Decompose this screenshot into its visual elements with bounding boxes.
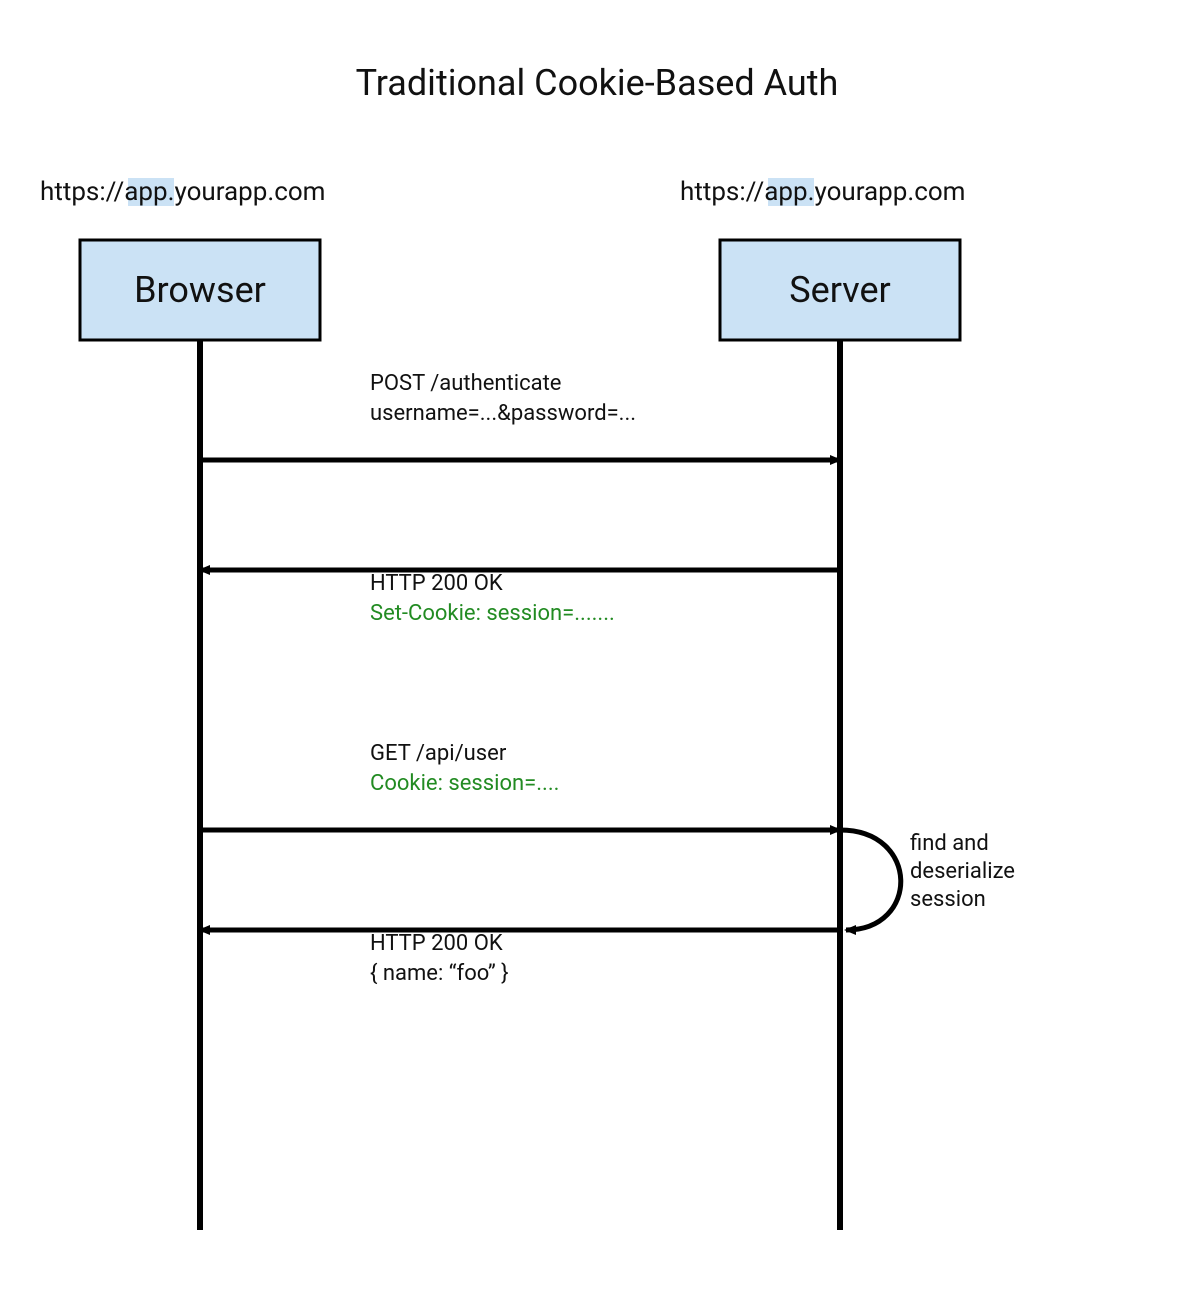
diagram-title: Traditional Cookie-Based Auth xyxy=(356,62,839,104)
message-label-m1-line1: username=...&password=... xyxy=(370,401,636,426)
message-label-m1-line0: POST /authenticate xyxy=(370,371,561,396)
browser-url: https://app.yourapp.com xyxy=(40,177,325,207)
message-label-m3-line0: GET /api/user xyxy=(370,741,507,766)
message-label-m4-line1: { name: “foo” } xyxy=(370,961,509,986)
server-label: Server xyxy=(789,269,890,311)
svg-text:https://app.yourapp.com: https://app.yourapp.com xyxy=(680,177,965,207)
browser-label: Browser xyxy=(134,269,266,311)
message-label-m2-line0: HTTP 200 OK xyxy=(370,571,503,596)
self-loop-label-line2: session xyxy=(910,887,986,912)
self-loop-label-line1: deserialize xyxy=(910,859,1015,884)
server-url: https://app.yourapp.com xyxy=(680,177,965,207)
message-label-m2-line1: Set-Cookie: session=....... xyxy=(370,601,615,626)
self-loop-arrow xyxy=(840,830,901,930)
message-label-m3-line1: Cookie: session=.... xyxy=(370,771,559,796)
message-label-m4-line0: HTTP 200 OK xyxy=(370,931,503,956)
svg-text:https://app.yourapp.com: https://app.yourapp.com xyxy=(40,177,325,207)
sequence-diagram: Traditional Cookie-Based Auth https://app… xyxy=(0,0,1194,1306)
self-loop-label-line0: find and xyxy=(910,831,989,856)
